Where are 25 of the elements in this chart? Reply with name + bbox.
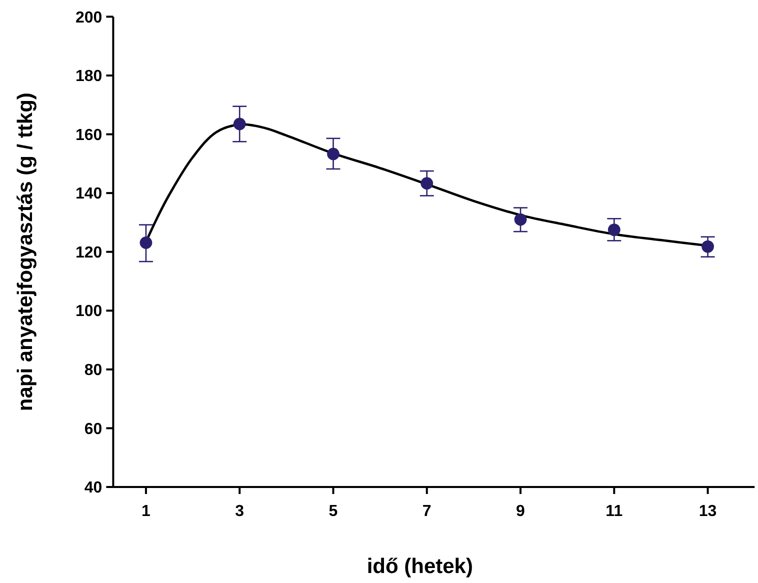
point bbox=[140, 236, 152, 249]
x-tick-label: 7 bbox=[422, 503, 432, 520]
point bbox=[327, 148, 340, 160]
point bbox=[702, 240, 714, 253]
y-tick-label: 120 bbox=[75, 244, 102, 262]
y-tick-label: 160 bbox=[75, 126, 102, 144]
y-axis-title: napi anyatejfogyasztás (g / ttkg) bbox=[14, 92, 37, 412]
y-tick-label: 100 bbox=[75, 303, 102, 320]
y-tick-label: 140 bbox=[75, 186, 102, 203]
y-tick-label: 40 bbox=[84, 480, 102, 497]
x-tick-label: 9 bbox=[516, 503, 526, 520]
point bbox=[608, 224, 620, 236]
x-tick-label: 3 bbox=[235, 503, 244, 520]
point bbox=[514, 213, 527, 226]
y-tick-label: 80 bbox=[84, 362, 102, 380]
x-tick-label: 11 bbox=[606, 503, 623, 520]
x-tick-label: 1 bbox=[142, 503, 151, 520]
x-tick-label: 5 bbox=[328, 503, 338, 520]
x-tick-label: 13 bbox=[698, 503, 717, 520]
x-axis-title: idő (hetek) bbox=[366, 555, 473, 578]
y-tick-label: 200 bbox=[75, 9, 102, 26]
y-tick-label: 60 bbox=[84, 420, 102, 438]
point bbox=[233, 118, 246, 130]
y-tick-label: 180 bbox=[75, 68, 102, 86]
point bbox=[420, 177, 434, 190]
